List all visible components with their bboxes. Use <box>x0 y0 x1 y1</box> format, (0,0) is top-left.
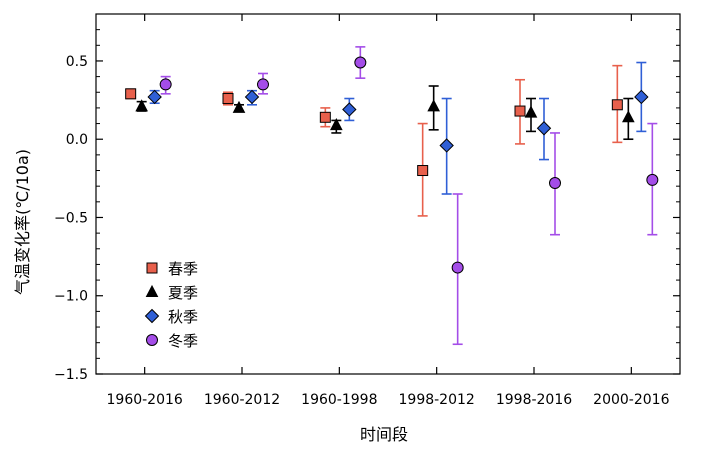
x-tick-label: 1960-2012 <box>204 392 280 408</box>
x-tick-label: 1960-2016 <box>107 392 183 408</box>
y-tick-label: 0.5 <box>66 54 88 70</box>
legend-marker-diamond <box>144 308 160 324</box>
data-point <box>319 111 331 123</box>
y-axis-title: 气温变化率(℃/10a) <box>13 149 32 295</box>
data-point <box>330 118 343 131</box>
legend-label: 夏季 <box>168 284 198 302</box>
series-layer <box>125 46 659 346</box>
legend-label: 冬季 <box>168 332 198 350</box>
series-circle <box>159 46 659 346</box>
legend-marker-square <box>146 262 158 274</box>
x-tick-label: 1960-1998 <box>301 392 377 408</box>
data-point <box>536 121 552 136</box>
data-point <box>159 78 172 91</box>
data-point <box>427 99 440 112</box>
data-point <box>524 105 538 118</box>
legend-marker-triangle <box>145 284 159 297</box>
data-point <box>342 102 357 117</box>
y-tick-label: −1.0 <box>54 289 88 305</box>
data-point <box>611 99 623 111</box>
data-point <box>634 89 649 105</box>
plot-frame <box>95 13 681 375</box>
data-point <box>232 100 246 113</box>
data-point <box>646 173 659 186</box>
x-axis-title: 时间段 <box>360 425 408 444</box>
data-point <box>354 56 367 69</box>
y-tick-label: 0.0 <box>66 132 88 148</box>
y-tick-label: −0.5 <box>54 210 88 226</box>
data-point <box>549 177 561 190</box>
legend-label: 秋季 <box>168 308 198 326</box>
plot-border <box>95 13 681 375</box>
series-diamond <box>147 61 649 195</box>
x-tick-label: 1998-2016 <box>496 392 572 408</box>
data-point <box>257 78 269 91</box>
legend-marker-circle <box>146 334 158 346</box>
data-point <box>622 110 635 123</box>
data-point <box>222 93 234 105</box>
data-point <box>451 261 464 274</box>
series-square <box>125 64 623 217</box>
legend-label: 春季 <box>168 260 198 278</box>
y-tick-label: −1.5 <box>54 367 88 383</box>
data-point <box>514 105 526 117</box>
data-point <box>135 99 148 112</box>
data-point <box>244 89 260 105</box>
x-axis-ticks: 1960-2016 1960-2012 1960-1998 1998-2012 1998… <box>107 14 670 408</box>
data-point <box>439 138 454 153</box>
series-triangle <box>135 85 635 141</box>
data-point <box>417 165 429 177</box>
x-tick-label: 2000-2016 <box>593 392 669 408</box>
x-tick-label: 1998-2012 <box>399 392 475 408</box>
data-point <box>147 89 162 105</box>
y-axis-ticks: −1.5 −1.0 −0.5 0.0 0.5 <box>54 13 680 383</box>
data-point <box>125 88 137 100</box>
